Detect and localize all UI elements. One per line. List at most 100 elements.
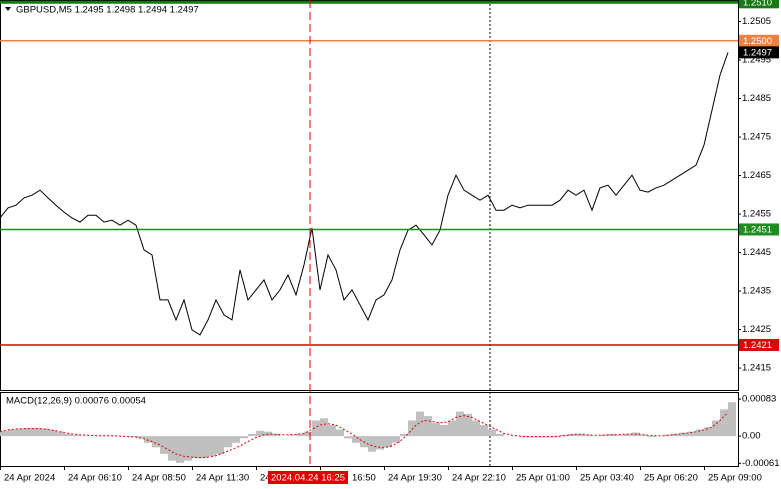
- x-tick-label: 25 Apr 01:00: [516, 473, 570, 484]
- price-line: [0, 52, 729, 336]
- macd-histogram-bar: [696, 429, 704, 437]
- macd-histogram-bar: [296, 433, 304, 437]
- macd-histogram-bar: [328, 424, 336, 437]
- macd-histogram-bar: [240, 436, 248, 439]
- level-label-box: [739, 223, 779, 236]
- x-tick-label: 24 Apr 08:50: [132, 473, 186, 484]
- macd-histogram-bar: [192, 436, 200, 459]
- y-tick-label: 0.00083: [742, 394, 776, 405]
- y-tick-label: 1.2475: [742, 132, 771, 143]
- macd-histogram-bar: [456, 411, 464, 437]
- macd-histogram-bar: [336, 429, 344, 437]
- macd-histogram-bar: [136, 436, 144, 439]
- macd-histogram-bar: [624, 433, 632, 437]
- macd-histogram-bar: [56, 431, 64, 437]
- x-tick-label: 24: [260, 473, 271, 484]
- macd-histogram-bar: [48, 429, 56, 437]
- y-tick-label: 1.2465: [742, 170, 771, 181]
- macd-histogram-bar: [400, 433, 408, 437]
- macd-histogram-bar: [440, 424, 448, 437]
- macd-histogram-bar: [448, 420, 456, 437]
- macd-histogram-bar: [392, 436, 400, 443]
- macd-histogram-bar: [720, 409, 728, 437]
- macd-histogram-bar: [160, 436, 168, 454]
- macd-histogram-bar: [368, 436, 376, 452]
- level-label-box: [739, 338, 779, 351]
- macd-histogram-bar: [288, 435, 296, 437]
- macd-histogram-bar: [40, 428, 48, 437]
- macd-histogram-bar: [648, 436, 656, 438]
- last-price-box: [739, 46, 779, 59]
- macd-histogram-bar: [8, 429, 16, 437]
- x-tick-label: 24 Apr 22:10: [452, 473, 506, 484]
- macd-histogram-bar: [72, 434, 80, 437]
- macd-histogram-bar: [200, 436, 208, 459]
- macd-histogram-bar: [424, 416, 432, 437]
- macd-histogram-bar: [352, 436, 360, 443]
- macd-histogram-bar: [408, 420, 416, 437]
- y-tick-label: -0.00061: [742, 458, 780, 469]
- crosshair-label: 2024.04.24 16:25: [271, 473, 345, 484]
- y-tick-label: 1.2445: [742, 247, 771, 258]
- x-tick-label: 25 Apr 09:00: [708, 473, 762, 484]
- x-tick-label: 24 Apr 19:30: [388, 473, 442, 484]
- macd-histogram-bar: [144, 436, 152, 443]
- y-tick-label: 1.2485: [742, 93, 771, 104]
- macd-histogram-bar: [184, 436, 192, 461]
- macd-histogram-bar: [384, 436, 392, 448]
- macd-histogram-bar: [584, 434, 592, 437]
- macd-histogram-bar: [168, 436, 176, 461]
- macd-histogram-bar: [320, 418, 328, 437]
- macd-histogram-bar: [688, 431, 696, 437]
- macd-histogram-bar: [712, 420, 720, 437]
- chart-title: GBPUSD,M5 1.2495 1.2498 1.2494 1.2497: [16, 5, 199, 16]
- macd-histogram-bar: [672, 433, 680, 437]
- macd-histogram-bar: [416, 411, 424, 437]
- macd-title: MACD(12,26,9) 0.00076 0.00054: [6, 396, 146, 407]
- macd-histogram-bar: [472, 420, 480, 437]
- y-tick-label: 1.2425: [742, 324, 771, 335]
- macd-histogram-bar: [208, 436, 216, 457]
- macd-histogram-bar: [152, 436, 160, 448]
- macd-histogram-bar: [232, 436, 240, 443]
- x-tick-label: 16:50: [352, 473, 376, 484]
- level-label-box: [739, 0, 779, 9]
- last-price-label: 1.2497: [743, 47, 772, 58]
- macd-histogram-bar: [32, 428, 40, 437]
- macd-frame: [0, 392, 739, 467]
- y-tick-label: 0.00: [742, 431, 761, 442]
- x-tick-label: 24 Apr 11:30: [196, 473, 249, 484]
- macd-histogram-bar: [272, 433, 280, 437]
- y-tick-label: 1.2495: [742, 55, 771, 66]
- level-label: 1.2510: [743, 0, 772, 8]
- x-tick-label: 24 Apr 06:10: [68, 473, 122, 484]
- macd-histogram-bar: [216, 436, 224, 454]
- y-tick-label: 1.2505: [742, 16, 771, 27]
- macd-signal-line: [0, 411, 729, 459]
- price-frame: [0, 0, 739, 391]
- macd-histogram-bar: [304, 431, 312, 437]
- macd-histogram-bar: [488, 429, 496, 437]
- macd-histogram-bar: [312, 420, 320, 437]
- level-label: 1.2500: [743, 36, 772, 47]
- macd-histogram-bar: [248, 433, 256, 437]
- level-label-box: [739, 34, 779, 47]
- x-tick-label: 25 Apr 03:40: [580, 473, 634, 484]
- x-tick-label: 25 Apr 06:20: [644, 473, 698, 484]
- y-tick-label: 1.2415: [742, 363, 771, 374]
- macd-histogram-bar: [640, 434, 648, 437]
- macd-histogram-bar: [16, 428, 24, 437]
- macd-histogram-bar: [480, 424, 488, 437]
- macd-histogram-bar: [256, 430, 264, 437]
- level-label: 1.2451: [743, 224, 772, 235]
- symbol-marker: [5, 7, 11, 11]
- macd-histogram-bar: [728, 402, 736, 437]
- macd-histogram-bar: [496, 433, 504, 437]
- y-tick-label: 1.2435: [742, 286, 771, 297]
- macd-histogram-bar: [344, 436, 352, 439]
- macd-histogram-bar: [24, 428, 32, 437]
- macd-histogram-bar: [0, 430, 8, 437]
- macd-histogram-bar: [704, 427, 712, 437]
